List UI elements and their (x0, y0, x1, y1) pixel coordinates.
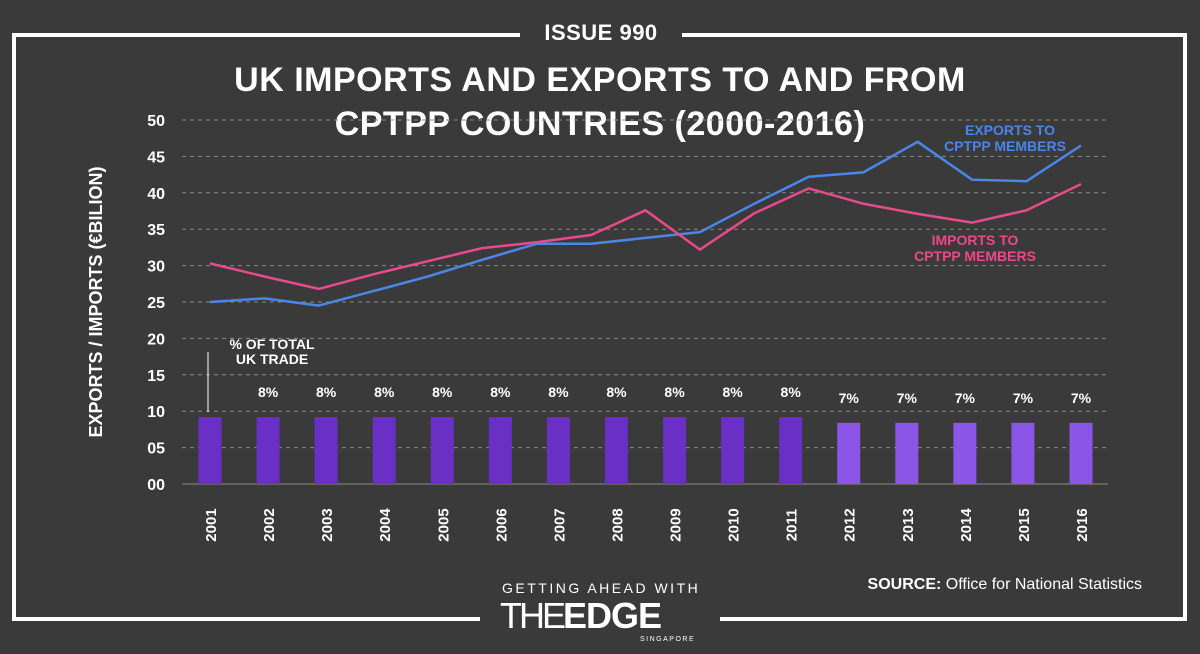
bar-data-label: 7% (897, 390, 918, 406)
bar (198, 417, 222, 484)
bar (314, 417, 338, 484)
bar-data-label: 8% (374, 384, 395, 400)
y-tick-label: 50 (147, 113, 165, 130)
bar-data-label: 7% (955, 390, 976, 406)
bar (1069, 422, 1093, 484)
bar-data-label: 8% (316, 384, 337, 400)
x-tick-label: 2001 (203, 508, 220, 541)
bar-data-label: 8% (781, 384, 802, 400)
bar (1011, 422, 1035, 484)
bar (663, 417, 687, 484)
logo-edge: EDGE (563, 595, 662, 636)
bar-data-label: 7% (1013, 390, 1034, 406)
y-tick-label: 20 (147, 331, 165, 348)
x-tick-label: 2012 (842, 508, 859, 541)
logo-the: THE (500, 595, 566, 636)
x-tick-label: 2003 (319, 508, 336, 541)
bar (895, 422, 919, 484)
y-tick-label: 45 (147, 149, 165, 166)
bar-data-label: 8% (722, 384, 743, 400)
bar (488, 417, 512, 484)
bar-annotation-line-1: % OF TOTAL (229, 336, 314, 352)
bar-data-label: 8% (664, 384, 685, 400)
y-tick-label: 10 (147, 404, 165, 421)
source-label: SOURCE: (867, 576, 942, 593)
bar (953, 422, 977, 484)
bar (430, 417, 454, 484)
y-axis-label: EXPORTS / IMPORTS (€BILION) (86, 166, 106, 437)
bar-data-label: 8% (432, 384, 453, 400)
bar-data-label: 7% (839, 390, 860, 406)
bar (721, 417, 745, 484)
bar (546, 417, 570, 484)
brand-tagline: GETTING AHEAD WITH (502, 580, 701, 596)
bar (604, 417, 628, 484)
bar-data-label: 8% (548, 384, 569, 400)
chart-title-line-1: UK IMPORTS AND EXPORTS TO AND FROM (234, 61, 966, 99)
exports-label-line-2: CPTPP MEMBERS (944, 138, 1066, 154)
bar (837, 422, 861, 484)
x-tick-label: 2016 (1074, 508, 1091, 541)
exports-label-line-1: EXPORTS TO (965, 122, 1055, 138)
issue-badge: ISSUE 990 (520, 16, 682, 50)
logo-subtitle: SINGAPORE (640, 636, 696, 643)
y-tick-label: 00 (147, 477, 165, 494)
y-tick-label: 30 (147, 259, 165, 276)
exports-line (209, 140, 1082, 307)
bar-data-label: 8% (606, 384, 627, 400)
x-tick-label: 2002 (261, 508, 278, 541)
x-tick-label: 2015 (1016, 508, 1033, 541)
bar-data-label: 8% (258, 384, 279, 400)
bar (779, 417, 803, 484)
x-tick-label: 2013 (900, 508, 917, 541)
chart-title-line-2: CPTPP COUNTRIES (2000-2016) (334, 105, 866, 143)
y-tick-label: 40 (147, 186, 165, 203)
y-tick-label: 15 (147, 368, 165, 385)
bar (256, 417, 280, 484)
y-tick-label: 05 (147, 441, 165, 458)
bar-data-label: 7% (1071, 390, 1092, 406)
x-tick-label: 2005 (435, 508, 452, 541)
x-tick-label: 2011 (784, 509, 801, 542)
x-tick-label: 2006 (493, 508, 510, 541)
bar-data-label: 8% (490, 384, 511, 400)
x-tick-label: 2004 (377, 508, 394, 542)
chart-title: UK IMPORTS AND EXPORTS TO AND FROM CPTPP… (130, 58, 1070, 146)
the-edge-logo: THEEDGE (500, 595, 662, 636)
x-tick-label: 2014 (958, 508, 975, 542)
x-tick-label: 2009 (668, 508, 685, 541)
imports-line (209, 182, 1082, 291)
x-tick-label: 2010 (726, 508, 743, 541)
y-tick-label: 25 (147, 295, 165, 312)
bar-annotation-line-2: UK TRADE (236, 351, 308, 367)
x-tick-label: 2007 (551, 508, 568, 541)
source-text: Office for National Statistics (941, 576, 1142, 593)
source-note: SOURCE: Office for National Statistics (868, 576, 1142, 594)
y-tick-label: 35 (147, 222, 165, 239)
imports-label-line-1: IMPORTS TO (932, 232, 1019, 248)
imports-label-line-2: CPTPP MEMBERS (914, 248, 1036, 264)
bar (372, 417, 396, 484)
x-tick-label: 2008 (609, 508, 626, 541)
brand-logo-block: GETTING AHEAD WITH THEEDGE SINGAPORE (480, 578, 720, 654)
